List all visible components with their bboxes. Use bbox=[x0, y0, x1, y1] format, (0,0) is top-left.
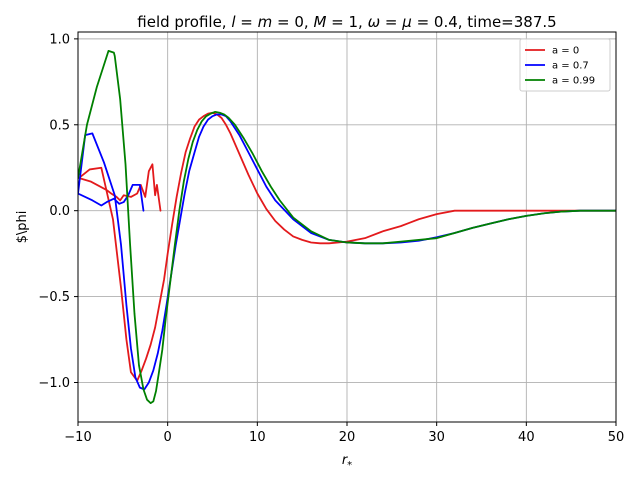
x-tick-label: 40 bbox=[518, 430, 535, 445]
y-tick-label: −1.0 bbox=[38, 376, 70, 391]
x-tick-label: 10 bbox=[249, 430, 266, 445]
y-tick-label: −0.5 bbox=[38, 290, 70, 305]
y-axis-label: $\phi bbox=[15, 211, 30, 244]
y-axis-ticks: −1.0 −0.5 0.0 0.5 1.0 bbox=[38, 32, 78, 391]
y-tick-label: 0.5 bbox=[49, 118, 70, 133]
y-tick-label: 0.0 bbox=[49, 204, 70, 219]
x-tick-label: −10 bbox=[64, 430, 91, 445]
series-line-2 bbox=[78, 50, 616, 405]
x-axis-label: r* bbox=[342, 453, 352, 471]
x-tick-label: 30 bbox=[428, 430, 445, 445]
x-tick-label: 50 bbox=[608, 430, 625, 445]
legend-label: a = 0 bbox=[552, 46, 579, 57]
x-tick-label: 20 bbox=[339, 430, 356, 445]
plot-area bbox=[78, 50, 616, 405]
series-line-0 bbox=[78, 111, 616, 382]
legend: a = 0 a = 0.7 a = 0.99 bbox=[519, 38, 611, 92]
x-tick-label: 0 bbox=[164, 430, 172, 445]
x-axis-ticks: −10 0 10 20 30 40 50 bbox=[64, 422, 624, 445]
legend-box bbox=[519, 38, 611, 92]
chart-title: field profile, l = m = 0, M = 1, ω = μ =… bbox=[137, 13, 556, 31]
series-group bbox=[78, 50, 616, 405]
y-tick-label: 1.0 bbox=[49, 32, 70, 47]
legend-label: a = 0.99 bbox=[552, 76, 595, 87]
legend-label: a = 0.7 bbox=[552, 61, 589, 72]
